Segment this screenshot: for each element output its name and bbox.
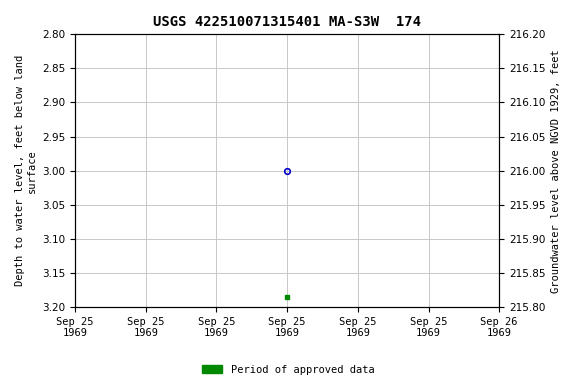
Y-axis label: Groundwater level above NGVD 1929, feet: Groundwater level above NGVD 1929, feet: [551, 49, 561, 293]
Legend: Period of approved data: Period of approved data: [198, 361, 378, 379]
Title: USGS 422510071315401 MA-S3W  174: USGS 422510071315401 MA-S3W 174: [153, 15, 421, 29]
Y-axis label: Depth to water level, feet below land
surface: Depth to water level, feet below land su…: [15, 55, 37, 286]
